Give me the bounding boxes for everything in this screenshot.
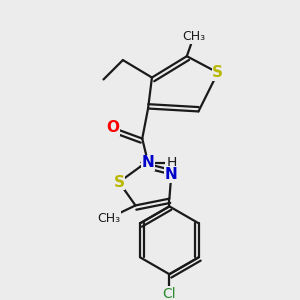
Text: Cl: Cl [163, 286, 176, 300]
Text: N: N [142, 155, 154, 170]
Text: S: S [113, 175, 124, 190]
Text: N: N [165, 167, 178, 182]
Text: CH₃: CH₃ [98, 212, 121, 224]
Text: CH₃: CH₃ [182, 30, 205, 43]
Text: H: H [166, 156, 176, 170]
Text: O: O [107, 120, 120, 135]
Text: S: S [212, 65, 223, 80]
